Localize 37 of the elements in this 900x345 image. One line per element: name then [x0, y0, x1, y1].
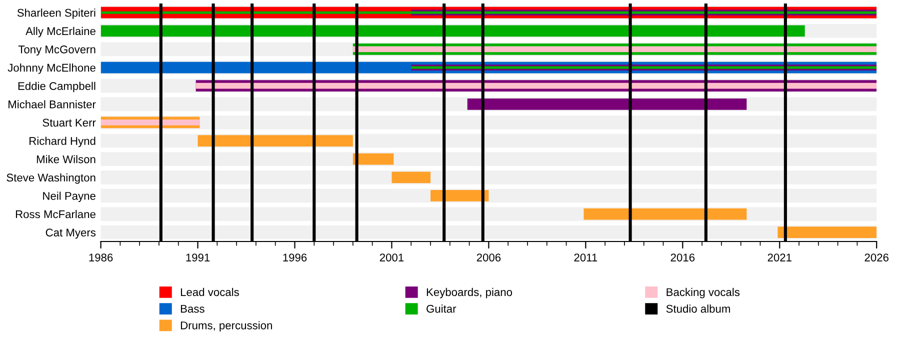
legend-label: Studio album: [666, 304, 730, 313]
bar: [352, 46, 877, 52]
y-tick-label: Steve Washington: [6, 173, 96, 184]
legend-label: Bass: [180, 304, 204, 313]
x-tick-label: 2006: [476, 254, 501, 262]
bar: [430, 190, 489, 202]
legend-label: Keyboards, piano: [426, 288, 512, 298]
bar: [778, 226, 877, 238]
x-tick-label: 2026: [864, 254, 888, 262]
legend-label: Lead vocals: [180, 288, 239, 296]
y-tick-label: Tony McGovern: [18, 45, 96, 56]
y-tick-label: Michael Bannister: [8, 100, 96, 108]
x-tick-label: 2001: [380, 254, 404, 262]
x-tick-label: 1986: [89, 254, 113, 262]
bar: [198, 135, 353, 146]
y-tick-label: Eddie Campbell: [18, 82, 96, 92]
y-tick-label: Cat Myers: [46, 228, 96, 239]
bar: [584, 208, 747, 220]
y-tick-label: Ross McFarlane: [16, 210, 96, 218]
legend-label: Backing vocals: [666, 288, 740, 298]
bar: [100, 120, 200, 126]
x-tick-label: 1991: [186, 254, 210, 262]
x-tick-label: 1996: [283, 254, 307, 262]
bar: [392, 172, 431, 184]
legend-label: Drums, percussion: [180, 321, 272, 332]
y-tick-label: Richard Hynd: [30, 136, 96, 148]
y-tick-label: Sharleen Spiteri: [17, 8, 96, 19]
bar: [352, 153, 394, 165]
y-tick-label: Ally McErlaine: [26, 26, 96, 38]
y-tick-label: Mike Wilson: [36, 155, 96, 164]
legend-label: Guitar: [426, 304, 456, 313]
y-tick-label: Stuart Kerr: [42, 118, 96, 127]
x-tick-label: 2016: [670, 254, 695, 262]
y-tick-label: Neil Payne: [43, 192, 96, 202]
x-tick-label: 2011: [574, 254, 598, 262]
x-tick-label: 2021: [768, 254, 792, 262]
y-tick-label: Johnny McElhone: [8, 64, 96, 74]
